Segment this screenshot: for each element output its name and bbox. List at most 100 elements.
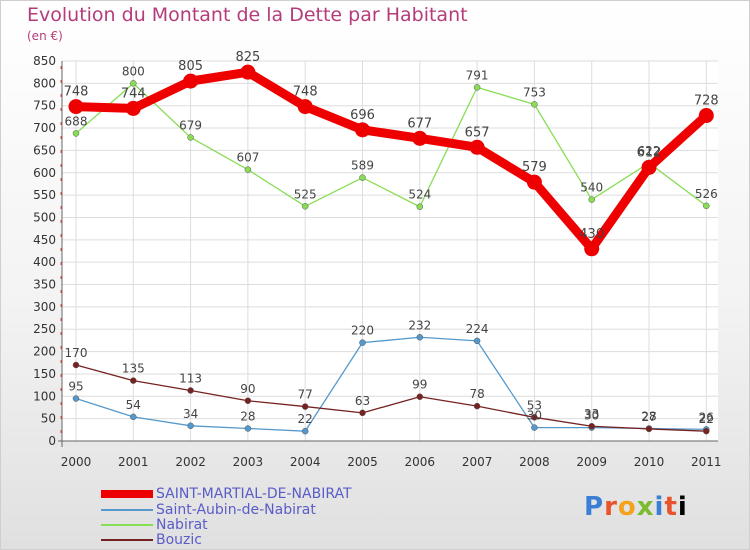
data-label: 825: [235, 50, 260, 65]
proxiti-logo: Proxiti: [584, 492, 688, 522]
data-point: [584, 241, 600, 257]
data-point: [68, 99, 84, 115]
data-point: [359, 409, 366, 417]
data-label: 26: [699, 410, 714, 424]
data-point: [187, 422, 194, 430]
data-point: [359, 174, 366, 181]
data-label: 54: [126, 398, 141, 412]
y-tick-label: 400: [33, 255, 56, 269]
data-point: [130, 413, 137, 421]
data-point: [359, 339, 366, 346]
y-tick-label: 500: [33, 210, 56, 224]
data-label: 657: [465, 125, 490, 140]
data-label: 579: [522, 160, 547, 175]
data-label: 90: [240, 382, 255, 396]
data-point: [588, 196, 595, 203]
series-line: [75, 82, 707, 208]
data-label: 805: [178, 59, 203, 74]
legend-swatch: [101, 509, 153, 511]
y-tick-label: 850: [33, 54, 56, 68]
x-tick-label: 2003: [233, 455, 264, 469]
x-tick-label: 2011: [691, 455, 722, 469]
data-label: 791: [466, 68, 489, 82]
legend-label: Nabirat: [156, 517, 208, 533]
chart-title: Evolution du Montant de la Dette par Hab…: [27, 4, 468, 26]
data-point: [297, 99, 313, 115]
x-tick-label: 2004: [290, 455, 321, 469]
x-tick-label: 2007: [462, 455, 493, 469]
data-label: 22: [298, 412, 313, 426]
data-label: 63: [355, 394, 370, 408]
legend-label: SAINT-MARTIAL-DE-NABIRAT: [156, 486, 352, 502]
y-tick-label: 650: [33, 143, 56, 157]
data-label: 53: [527, 398, 542, 412]
data-label: 728: [694, 94, 719, 109]
data-point: [183, 73, 199, 89]
y-tick-label: 50: [41, 412, 56, 426]
data-label: 22: [699, 412, 714, 426]
data-label: 696: [350, 108, 375, 123]
data-label: 612: [637, 145, 662, 160]
data-point: [698, 108, 714, 124]
data-label: 28: [240, 409, 255, 423]
data-label: 589: [351, 159, 374, 173]
data-point: [703, 427, 710, 435]
legend-swatch: [101, 524, 153, 526]
data-label: 99: [412, 378, 427, 392]
y-tick-label: 200: [33, 345, 56, 359]
y-tick-label: 0: [48, 434, 56, 448]
data-point: [187, 387, 194, 394]
data-label: 135: [122, 362, 145, 376]
data-label: 524: [408, 188, 431, 202]
x-tick-label: 2008: [519, 455, 550, 469]
x-tick-label: 2009: [576, 455, 607, 469]
data-label: 688: [65, 114, 88, 128]
y-tick-label: 100: [33, 389, 56, 403]
y-tick-label: 750: [33, 99, 56, 113]
data-label: 77: [298, 388, 313, 402]
data-label: 800: [122, 64, 145, 78]
data-label: 28: [641, 409, 656, 423]
y-tick-label: 600: [33, 166, 56, 180]
data-label: 525: [294, 187, 317, 201]
data-label: 224: [466, 322, 489, 336]
legend-item-saint-martial: SAINT-MARTIAL-DE-NABIRAT: [101, 486, 352, 502]
legend-item-saint-aubin: Saint-Aubin-de-Nabirat: [101, 502, 316, 518]
data-point: [645, 425, 653, 433]
data-label: 607: [236, 151, 259, 165]
data-label: 622: [638, 144, 661, 158]
legend-swatch: [101, 490, 153, 498]
x-tick-label: 2005: [347, 455, 378, 469]
unit-label: (en €): [27, 29, 63, 43]
data-point: [72, 395, 80, 402]
data-point: [187, 134, 194, 141]
data-label: 220: [351, 324, 374, 338]
data-point: [416, 334, 424, 341]
x-tick-label: 2010: [634, 455, 665, 469]
y-tick-label: 700: [33, 121, 56, 135]
data-point: [72, 130, 80, 137]
data-label: 753: [523, 85, 546, 99]
y-tick-label: 800: [33, 76, 56, 90]
data-label: 27: [641, 410, 656, 424]
data-point: [72, 361, 80, 369]
legend-label: Bouzic: [156, 532, 202, 548]
y-tick-label: 250: [33, 322, 56, 336]
data-point: [531, 424, 538, 431]
data-label: 113: [179, 371, 202, 385]
data-point: [301, 427, 309, 435]
data-label: 748: [64, 85, 89, 100]
data-point: [355, 122, 370, 138]
data-label: 170: [65, 346, 88, 360]
plot-area: [62, 61, 718, 441]
data-point: [130, 377, 137, 384]
y-tick-label: 150: [33, 367, 56, 381]
y-tick-label: 350: [33, 278, 56, 292]
data-point: [473, 337, 481, 345]
data-point: [416, 203, 424, 210]
legend-item-nabirat: Nabirat: [101, 517, 208, 533]
x-tick-label: 2006: [405, 455, 436, 469]
x-tick-label: 2001: [118, 455, 149, 469]
data-point: [531, 414, 538, 421]
